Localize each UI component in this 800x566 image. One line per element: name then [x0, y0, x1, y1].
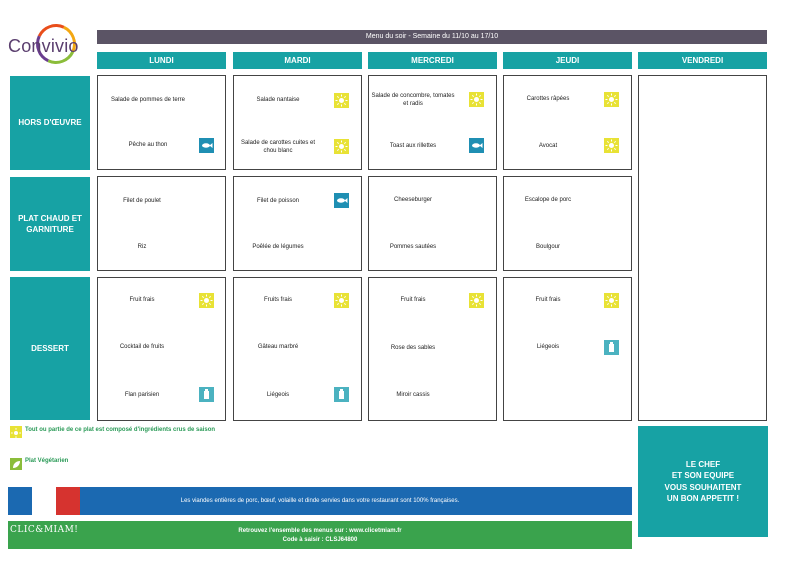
dish-name: Avocat — [538, 142, 558, 149]
french-flag-animals-icon — [8, 487, 80, 515]
sun-icon — [604, 293, 619, 308]
row-header-dessert: DESSERT — [10, 277, 90, 420]
meat-origin-text: Les viandes entières de porc, bœuf, vola… — [180, 498, 460, 504]
fish-icon — [469, 138, 484, 153]
row-header-plat-chaud: PLAT CHAUD ET GARNITURE — [10, 177, 90, 271]
leaf-icon — [10, 458, 22, 470]
dish-name: Toast aux rillettes — [389, 142, 437, 149]
dish-name: Cheeseburger — [393, 196, 433, 203]
dish-name: Poêlée de légumes — [252, 243, 304, 250]
footer-code: Code à saisir : CLSJ64800 — [282, 536, 358, 543]
cell-mercredi-hors: Salade de concombre, tomates et radis To… — [368, 75, 497, 170]
milk-icon — [334, 387, 349, 402]
dish-name: Flan parisien — [124, 391, 160, 398]
chef-line: LE CHEF — [685, 460, 721, 470]
dish-name: Gâteau marbré — [257, 343, 299, 350]
day-header-mardi: MARDI — [233, 52, 362, 69]
dish-name: Miroir cassis — [396, 391, 430, 398]
sun-icon — [10, 426, 22, 438]
cell-mercredi-dessert: Fruit frais Rose des sables Miroir cassi… — [368, 277, 497, 421]
dish-name: Cocktail de fruits — [119, 343, 165, 350]
sun-icon — [604, 138, 619, 153]
row-header-hors-doeuvre: HORS D'ŒUVRE — [10, 76, 90, 170]
fish-icon — [334, 193, 349, 208]
dish-name: Fruit frais — [129, 296, 155, 303]
cell-mardi-dessert: Fruits frais Gâteau marbré Liégeois — [233, 277, 362, 421]
cell-lundi-plat: Filet de poulet Riz — [97, 176, 226, 271]
convivio-logo: Convivio — [8, 18, 90, 70]
fish-icon — [199, 138, 214, 153]
day-header-lundi: LUNDI — [97, 52, 226, 69]
dish-name: Salade nantaise — [256, 96, 300, 103]
cell-vendredi — [638, 75, 767, 421]
footer-banner: Retrouvez l'ensemble des menus sur : www… — [8, 521, 632, 549]
sun-icon — [469, 92, 484, 107]
sun-icon — [469, 293, 484, 308]
dish-name: Salade de concombre, tomates et radis — [371, 92, 455, 107]
cell-jeudi-plat: Escalope de porc Boulgour — [503, 176, 632, 271]
dish-name: Fruits frais — [263, 296, 292, 303]
milk-icon — [604, 340, 619, 355]
cell-jeudi-dessert: Fruit frais Liégeois — [503, 277, 632, 421]
cell-mercredi-plat: Cheeseburger Pommes sautées — [368, 176, 497, 271]
dish-name: Fruit frais — [400, 296, 426, 303]
dish-name: Boulgour — [535, 243, 561, 250]
chef-message: LE CHEF ET SON EQUIPE VOUS SOUHAITENT UN… — [638, 426, 768, 537]
sun-icon — [334, 293, 349, 308]
cell-mardi-plat: Filet de poisson Poêlée de légumes — [233, 176, 362, 271]
dish-name: Riz — [137, 243, 147, 250]
dish-name: Filet de poisson — [256, 197, 300, 204]
chef-line: UN BON APPETIT ! — [666, 493, 740, 503]
menu-title: Menu du soir - Semaine du 11/10 au 17/10 — [97, 30, 767, 44]
day-header-vendredi: VENDREDI — [638, 52, 767, 69]
day-header-mercredi: MERCREDI — [368, 52, 497, 69]
cell-lundi-dessert: Fruit frais Cocktail de fruits Flan pari… — [97, 277, 226, 421]
footer-website: Retrouvez l'ensemble des menus sur : www… — [238, 528, 402, 534]
sun-icon — [334, 93, 349, 108]
dish-name: Pêche au thon — [128, 141, 168, 148]
sun-icon — [604, 92, 619, 107]
chef-line: VOUS SOUHAITENT — [664, 482, 742, 492]
legend-seasonal: Tout ou partie de ce plat est composé d'… — [25, 427, 216, 433]
cell-jeudi-hors: Carottes râpées Avocat — [503, 75, 632, 170]
chef-line: ET SON EQUIPE — [671, 471, 735, 481]
milk-icon — [199, 387, 214, 402]
legend-vegetarian: Plat Végétarien — [25, 458, 69, 464]
dish-name: Filet de poulet — [123, 197, 161, 204]
dish-name: Salade de carottes cuites et chou blanc — [240, 139, 316, 154]
sun-icon — [334, 139, 349, 154]
dish-name: Escalope de porc — [524, 196, 572, 203]
clic-miam-logo: CLIC&MIAM! — [10, 525, 79, 535]
brand-name: Convivio — [8, 36, 79, 56]
day-header-jeudi: JEUDI — [503, 52, 632, 69]
cell-mardi-hors: Salade nantaise Salade de carottes cuite… — [233, 75, 362, 170]
cell-lundi-hors: Salade de pommes de terre Pêche au thon — [97, 75, 226, 170]
meat-origin-banner: Les viandes entières de porc, bœuf, vola… — [8, 487, 632, 515]
dish-name: Liégeois — [536, 343, 560, 350]
dish-name: Fruit frais — [535, 296, 561, 303]
sun-icon — [199, 293, 214, 308]
dish-name: Rose des sables — [390, 344, 436, 351]
dish-name: Pommes sautées — [389, 243, 437, 250]
dish-name: Salade de pommes de terre — [110, 96, 186, 103]
dish-name: Liégeois — [266, 391, 290, 398]
dish-name: Carottes râpées — [526, 95, 570, 102]
